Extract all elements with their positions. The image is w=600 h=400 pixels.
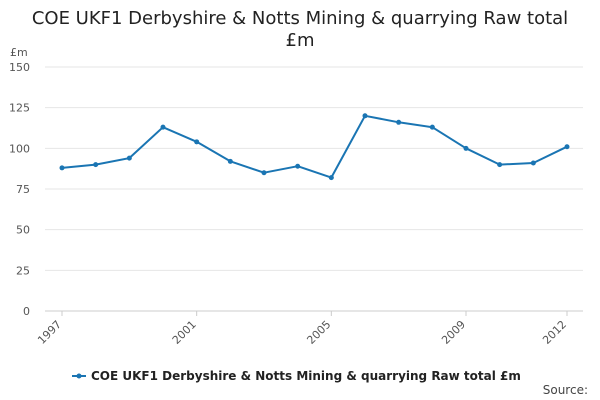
x-tick-label: 2009 [439, 318, 468, 347]
data-point[interactable] [429, 124, 435, 130]
data-point[interactable] [497, 162, 503, 168]
y-axis-ticks: 0 25 50 75 100 125 150 [9, 61, 30, 318]
legend-marker-swatch [76, 373, 82, 379]
legend-entry-label: COE UKF1 Derbyshire & Notts Mining & qua… [91, 369, 521, 383]
x-tick-label: 1997 [35, 318, 64, 347]
y-tick-label: 75 [16, 183, 30, 196]
chart-title-line-1: COE UKF1 Derbyshire & Notts Mining & qua… [32, 8, 568, 29]
y-tick-label: 0 [23, 305, 30, 318]
gridlines [45, 66, 583, 271]
x-tick-label: 2001 [170, 318, 199, 347]
series-line [61, 114, 568, 179]
x-tick-label: 2005 [304, 318, 333, 347]
data-point[interactable] [328, 175, 334, 181]
y-tick-label: 25 [16, 264, 30, 277]
chart-title-line-2: £m [286, 30, 315, 51]
series-group [59, 113, 570, 181]
data-point[interactable] [261, 170, 267, 176]
data-point[interactable] [59, 165, 65, 171]
source-label: Source: [543, 383, 588, 397]
y-tick-label: 150 [9, 61, 30, 74]
data-point[interactable] [362, 113, 368, 119]
data-point[interactable] [93, 162, 99, 168]
x-axis: 1997 2001 2005 2009 2012 [35, 310, 583, 347]
y-tick-label: 100 [9, 142, 30, 155]
y-axis-unit-label: £m [10, 46, 28, 59]
data-point[interactable] [564, 144, 570, 150]
data-point[interactable] [396, 119, 402, 125]
x-tick-label: 2012 [540, 318, 569, 347]
data-point[interactable] [126, 155, 132, 161]
legend[interactable]: COE UKF1 Derbyshire & Notts Mining & qua… [72, 369, 521, 383]
data-point[interactable] [530, 160, 536, 166]
data-point[interactable] [295, 163, 301, 169]
y-tick-label: 50 [16, 224, 30, 237]
data-point[interactable] [463, 145, 469, 151]
data-point[interactable] [227, 158, 233, 164]
y-tick-label: 125 [9, 102, 30, 115]
data-point[interactable] [194, 139, 200, 145]
data-point[interactable] [160, 124, 166, 130]
